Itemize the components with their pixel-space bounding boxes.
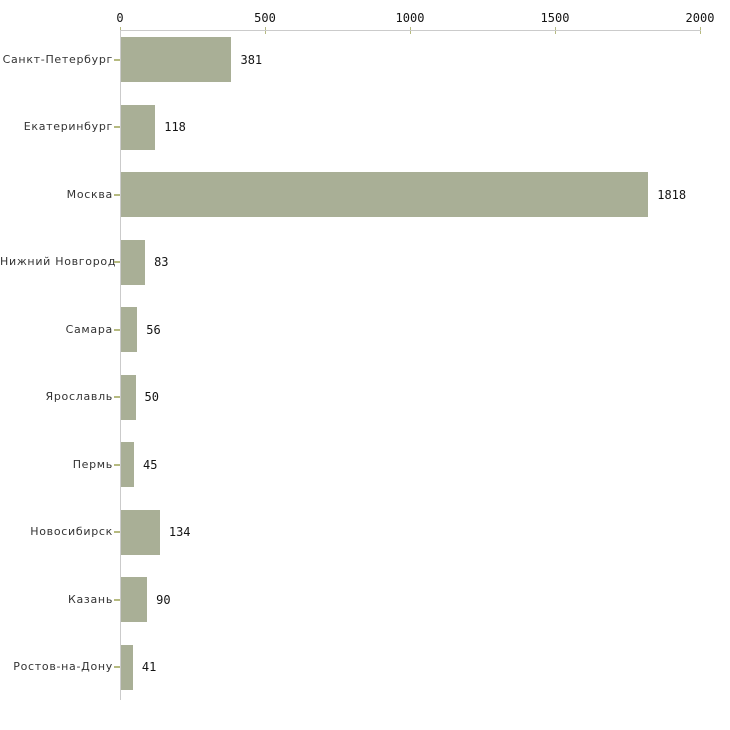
x-axis-tick-label: 0 <box>116 11 124 25</box>
bar <box>121 644 133 690</box>
bar <box>121 104 156 150</box>
category-label: Санкт-Петербург <box>2 52 113 66</box>
bar <box>121 307 138 352</box>
bar-value-label: 83 <box>154 255 169 269</box>
category-label: Новосибирск <box>30 525 113 538</box>
category-tick-mark <box>114 58 120 61</box>
bar-value-label: 90 <box>156 592 171 607</box>
bar-value-label: 50 <box>144 390 159 404</box>
bar <box>121 239 146 285</box>
y-axis-line <box>120 30 121 700</box>
category-label: Ростов-на-Дону <box>13 660 113 673</box>
category-label: Казань <box>67 592 113 606</box>
category-tick-mark <box>114 328 120 331</box>
category-tick-mark <box>114 598 120 601</box>
bar-value-label: 1818 <box>657 187 687 202</box>
bar-value-label: 118 <box>164 120 186 134</box>
bar-value-label: 381 <box>240 52 263 67</box>
category-tick-mark <box>114 396 120 398</box>
category-label: Ярославль <box>45 390 113 403</box>
bar <box>121 374 136 420</box>
bar-value-label: 41 <box>141 660 157 674</box>
x-axis-tick-label: 2000 <box>685 11 715 25</box>
category-label: Нижний Новгород <box>0 255 117 268</box>
bar <box>121 172 649 217</box>
bar-value-label: 45 <box>143 457 158 472</box>
category-label: Москва <box>66 187 113 201</box>
x-axis-tick-label: 1000 <box>395 11 425 25</box>
category-tick-mark <box>114 193 120 196</box>
bar <box>121 577 148 622</box>
bar-value-label: 56 <box>146 322 161 337</box>
category-tick-mark <box>114 463 120 466</box>
bar-value-label: 134 <box>168 525 191 539</box>
category-label: Пермь <box>72 457 113 471</box>
x-axis-tick-label: 500 <box>254 11 276 25</box>
bar <box>121 37 232 82</box>
category-tick-mark <box>114 531 120 533</box>
category-tick-mark <box>114 126 120 128</box>
x-axis-tick-label: 1500 <box>540 11 570 25</box>
category-label: Самара <box>65 322 113 336</box>
x-axis-line <box>120 30 701 31</box>
bar <box>121 442 135 487</box>
bar <box>121 509 160 555</box>
category-tick-mark <box>114 666 120 668</box>
category-tick-mark <box>114 261 120 263</box>
category-label: Екатеринбург <box>23 120 113 133</box>
